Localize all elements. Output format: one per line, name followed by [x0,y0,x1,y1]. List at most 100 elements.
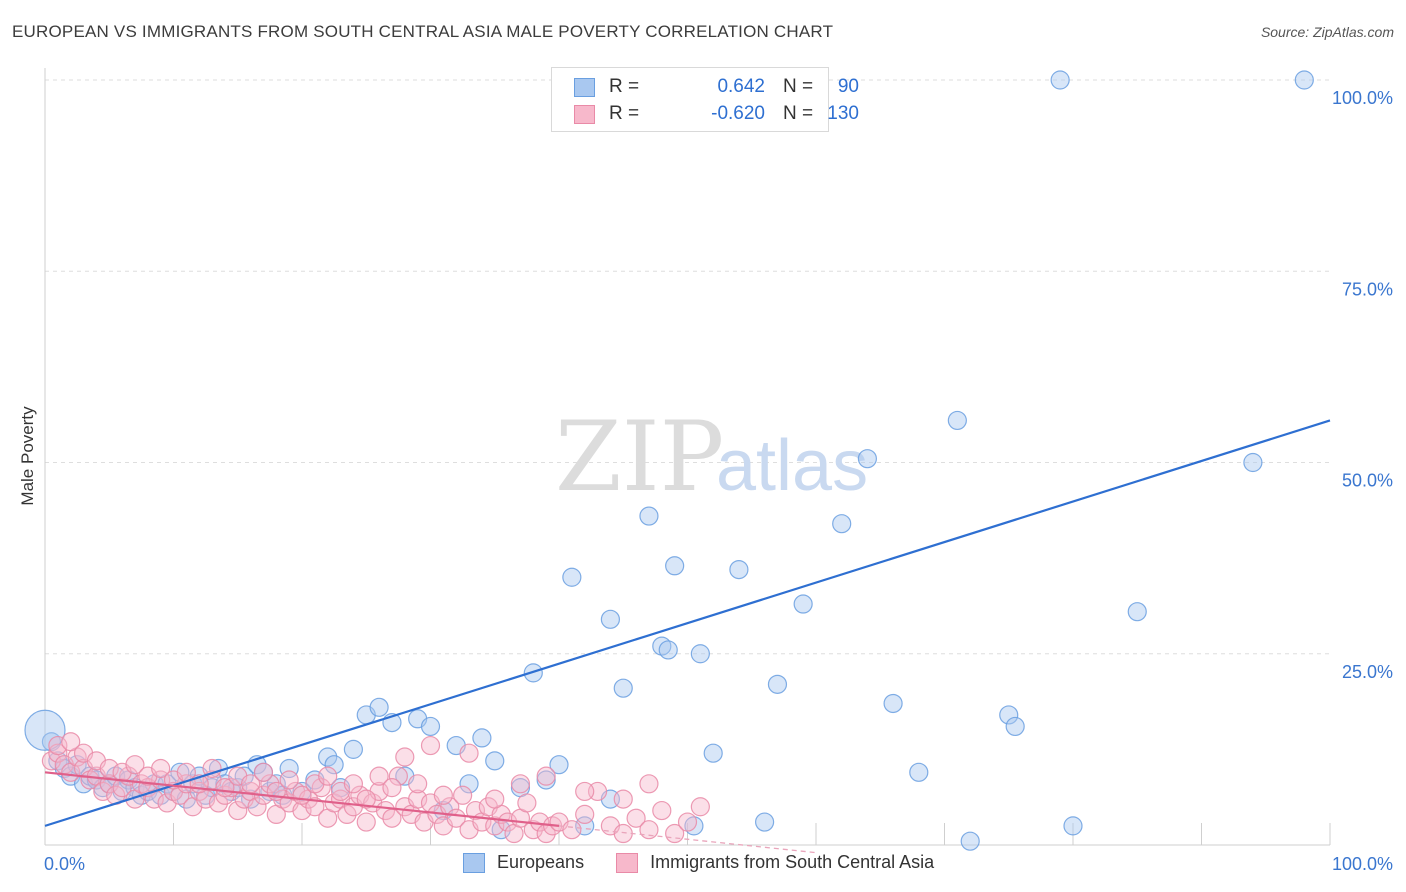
watermark: ZIP atlas [555,401,868,513]
data-point [408,774,428,794]
y-tick-label: 50.0% [1342,471,1393,491]
legend-r-label: R = [609,103,640,124]
data-point [170,762,190,782]
data-point [549,755,569,775]
data-point [93,781,113,802]
legend-row-immigrants: R = -0.620 N = 130 [574,103,859,125]
axes [44,68,1331,846]
x-tick-label: 0.0% [44,854,85,874]
data-point [960,831,980,851]
data-point [1050,70,1070,90]
legend-swatch-europeans [574,77,595,97]
data-point [125,755,145,775]
data-point [677,812,698,832]
bottom-legend-immigrants: Immigrants from South Central Asia [616,852,934,873]
data-point [112,778,132,798]
y-tick-label: 100.0% [1332,88,1393,108]
data-point [613,823,633,844]
data-point [292,800,312,821]
data-point [388,766,408,786]
data-point [279,758,299,779]
data-point [767,674,788,694]
data-point [613,789,633,809]
series-immigrants [41,732,710,844]
data-point [343,739,363,759]
data-point [832,514,852,534]
data-point [658,640,678,660]
data-point [382,778,402,798]
bottom-legend-label: Immigrants from South Central Asia [650,852,935,872]
data-point [639,774,659,794]
legend-n-label: N = [783,103,814,124]
legend-swatch-immigrants [574,104,595,124]
data-point [1294,70,1314,90]
data-point [485,816,505,836]
legend-n-value: 90 [837,76,859,97]
chart-source: Source: ZipAtlas.com [1260,24,1394,40]
data-point [652,800,672,821]
data-point [228,800,248,821]
bottom-legend-europeans: Europeans [463,852,584,873]
data-point [48,735,68,756]
trend-line [44,771,560,827]
data-point [433,785,453,805]
data-point [440,797,460,817]
bottom-legend-label: Europeans [497,852,585,872]
data-point [453,785,473,805]
data-point [459,743,479,763]
watermark-atlas: atlas [716,426,868,506]
data-point [536,766,556,786]
data-point [279,770,299,790]
data-point [318,766,338,786]
data-point [24,709,66,751]
legend-r-value: 0.642 [717,76,765,97]
data-point [639,506,659,526]
data-point [517,793,537,813]
data-point [305,797,325,817]
grid-lines [45,79,1330,655]
data-point [947,410,967,431]
y-tick-label: 75.0% [1342,279,1393,299]
trend-line [44,419,1331,827]
data-point [420,735,441,756]
data-point [472,728,492,748]
data-point [754,812,775,832]
data-point [99,758,119,779]
y-axis-label: Male Poverty [18,406,37,506]
legend-r-label: R = [609,76,640,97]
data-point [690,644,710,664]
trend-line-extension [558,825,817,854]
data-point [247,797,267,817]
legend-r-value: -0.620 [711,103,765,124]
data-point [465,800,486,821]
data-point [613,678,633,698]
data-point [510,774,531,794]
data-point [356,812,376,832]
data-point [408,789,428,809]
data-point [626,808,646,828]
data-point [395,747,415,767]
data-point [575,804,595,825]
legend-n-label: N = [783,76,814,97]
data-point [459,774,479,794]
series-europeans [24,70,1314,851]
data-point [260,774,280,794]
data-point [575,816,595,836]
data-point [1063,816,1083,836]
trend-lines [44,419,1331,854]
data-point [369,697,389,717]
data-point [144,789,164,809]
data-point [369,766,389,786]
bottom-legend: Europeans Immigrants from South Central … [463,852,966,873]
data-point [324,755,344,775]
data-point [523,820,543,840]
legend-n-value: 130 [827,103,859,124]
data-point [1005,716,1025,737]
data-point [909,762,929,782]
data-point [600,609,621,629]
data-point [793,594,813,614]
data-point [690,797,710,817]
data-point [253,762,274,782]
data-point [318,747,338,767]
